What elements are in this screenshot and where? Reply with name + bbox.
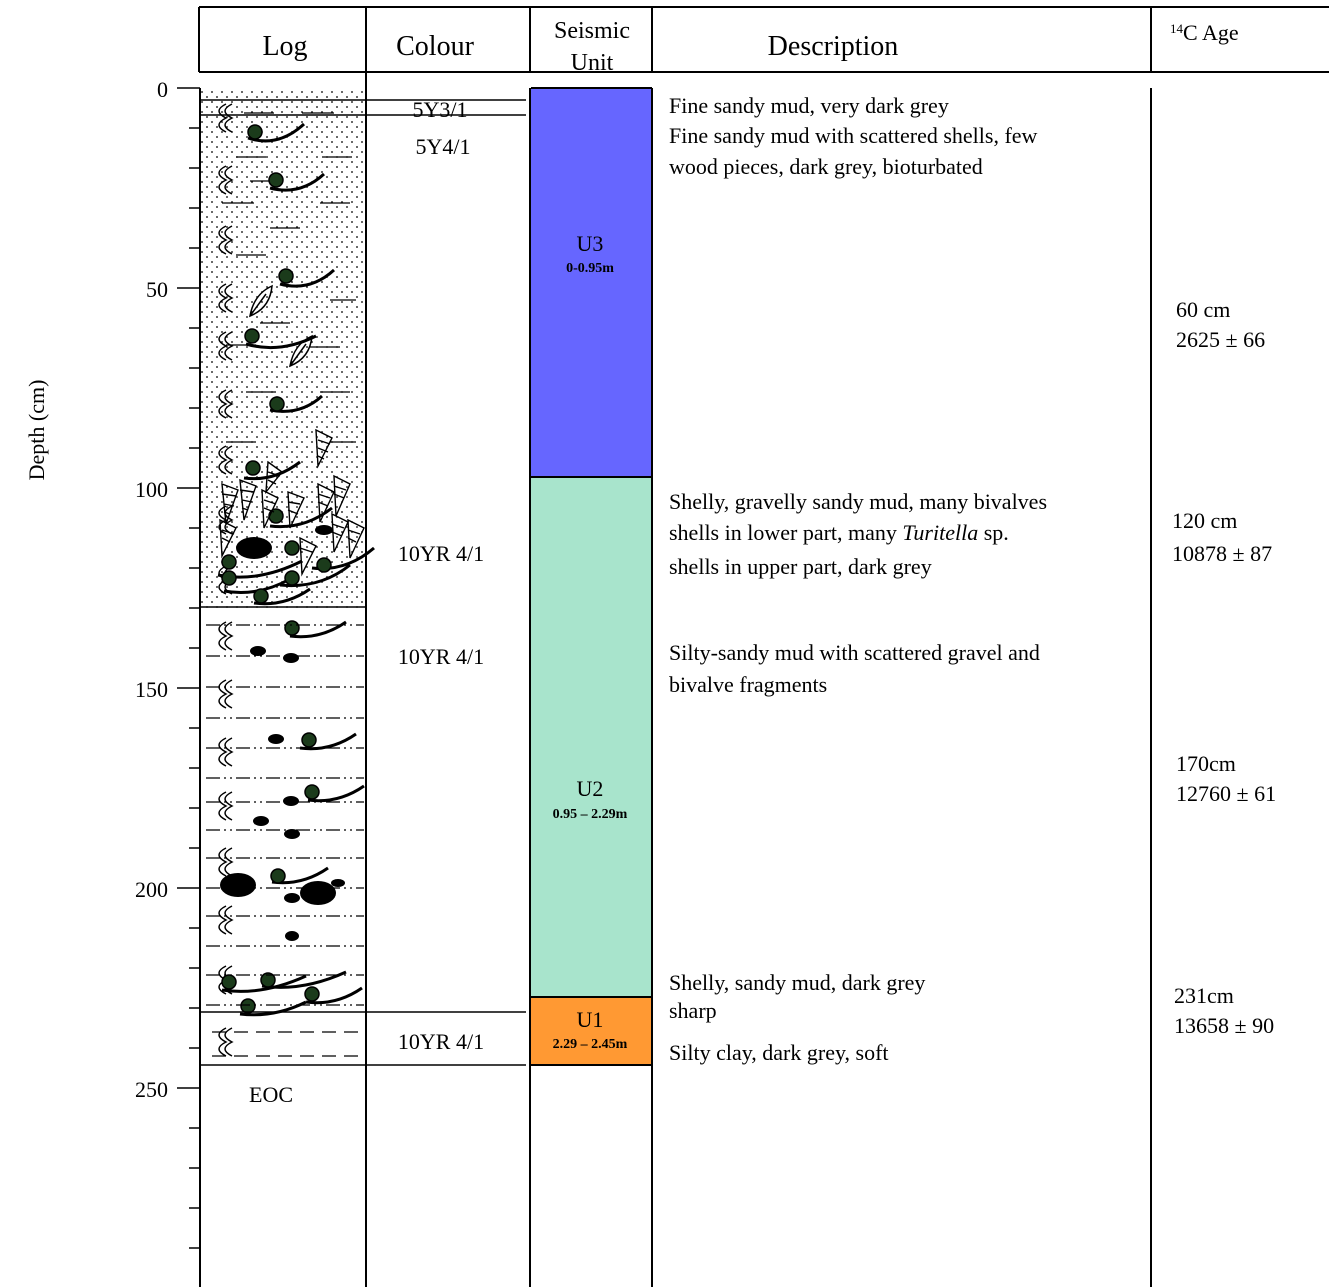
tick-label-50: 50 bbox=[146, 277, 168, 302]
header-log: Log bbox=[262, 31, 307, 62]
age-column: 60 cm 2625 ± 66 120 cm 10878 ± 87 170cm … bbox=[1172, 297, 1276, 1038]
column-lines bbox=[199, 7, 1152, 1287]
unit-u3-range: 0-0.95m bbox=[566, 261, 614, 276]
layer-boundaries bbox=[200, 99, 526, 1066]
colour-label-5: 10YR 4/1 bbox=[398, 1029, 484, 1054]
age-value-3: 12760 ± 61 bbox=[1176, 781, 1276, 806]
tick-label-0: 0 bbox=[157, 77, 168, 102]
header-unit: Unit bbox=[571, 50, 614, 76]
header-labels: Log Colour Seismic Unit Description 14C … bbox=[262, 18, 1238, 76]
unit-u3-label: U3 bbox=[577, 231, 604, 256]
age-value-1: 2625 ± 66 bbox=[1176, 327, 1265, 352]
clay-lines bbox=[212, 1031, 364, 1057]
unit-u3-fill bbox=[531, 88, 652, 477]
gravel-symbols bbox=[220, 525, 345, 941]
desc-line-2b: wood pieces, dark grey, bioturbated bbox=[669, 154, 983, 179]
desc-line-4a: Silty-sandy mud with scattered gravel an… bbox=[669, 640, 1040, 665]
description-column: Fine sandy mud, very dark grey Fine sand… bbox=[669, 93, 1047, 1065]
colour-label-2: 5Y4/1 bbox=[416, 134, 471, 159]
log-end-label: EOC bbox=[249, 1082, 293, 1107]
unit-u2-fill bbox=[531, 477, 652, 997]
unit-u1-range: 2.29 – 2.45m bbox=[553, 1037, 628, 1052]
age-depth-2: 120 cm bbox=[1172, 508, 1237, 533]
age-value-4: 13658 ± 90 bbox=[1174, 1013, 1274, 1038]
header-age: 14C Age bbox=[1170, 20, 1239, 45]
seismic-units: U3 0-0.95m U2 0.95 – 2.29m U1 2.29 – 2.4… bbox=[531, 87, 652, 1066]
header-description: Description bbox=[768, 31, 899, 62]
wood-symbols bbox=[249, 284, 313, 368]
unit-u2-range: 0.95 – 2.29m bbox=[553, 807, 628, 822]
depth-tick-labels: 0 50 100 150 200 250 bbox=[135, 77, 168, 1102]
tick-label-200: 200 bbox=[135, 877, 168, 902]
colour-column: 5Y3/1 5Y4/1 10YR 4/1 10YR 4/1 10YR 4/1 bbox=[398, 97, 484, 1054]
desc-line-3c: shells in upper part, dark grey bbox=[669, 554, 932, 579]
desc-line-6: sharp bbox=[669, 998, 717, 1023]
age-value-2: 10878 ± 87 bbox=[1172, 541, 1272, 566]
desc-line-1: Fine sandy mud, very dark grey bbox=[669, 93, 949, 118]
colour-label-3: 10YR 4/1 bbox=[398, 541, 484, 566]
depth-axis bbox=[177, 87, 200, 1249]
desc-line-4b: bivalve fragments bbox=[669, 672, 827, 697]
desc-line-3a: Shelly, gravelly sandy mud, many bivalve… bbox=[669, 489, 1047, 514]
desc-line-2a: Fine sandy mud with scattered shells, fe… bbox=[669, 123, 1038, 148]
silt-lines bbox=[206, 624, 364, 1006]
tick-label-150: 150 bbox=[135, 677, 168, 702]
desc-line-3b: shells in lower part, many Turitella sp. bbox=[669, 520, 1009, 545]
log-column: EOC bbox=[200, 88, 375, 1107]
age-depth-4: 231cm bbox=[1174, 983, 1234, 1008]
age-depth-1: 60 cm bbox=[1176, 297, 1230, 322]
age-depth-3: 170cm bbox=[1176, 751, 1236, 776]
header-colour: Colour bbox=[396, 31, 474, 62]
tick-label-250: 250 bbox=[135, 1077, 168, 1102]
header-seismic: Seismic bbox=[554, 18, 630, 44]
desc-line-7: Silty clay, dark grey, soft bbox=[669, 1040, 889, 1065]
desc-line-5: Shelly, sandy mud, dark grey bbox=[669, 970, 925, 995]
header-frame bbox=[198, 6, 1329, 73]
tick-label-100: 100 bbox=[135, 477, 168, 502]
depth-axis-label: Depth (cm) bbox=[24, 380, 49, 481]
unit-u2-label: U2 bbox=[577, 776, 604, 801]
colour-label-1: 5Y3/1 bbox=[413, 97, 468, 122]
unit-u1-label: U1 bbox=[577, 1007, 604, 1032]
colour-label-4: 10YR 4/1 bbox=[398, 644, 484, 669]
unit-u1-fill bbox=[531, 997, 652, 1065]
shell-symbols bbox=[217, 122, 375, 1017]
turritella-symbols bbox=[219, 428, 365, 577]
